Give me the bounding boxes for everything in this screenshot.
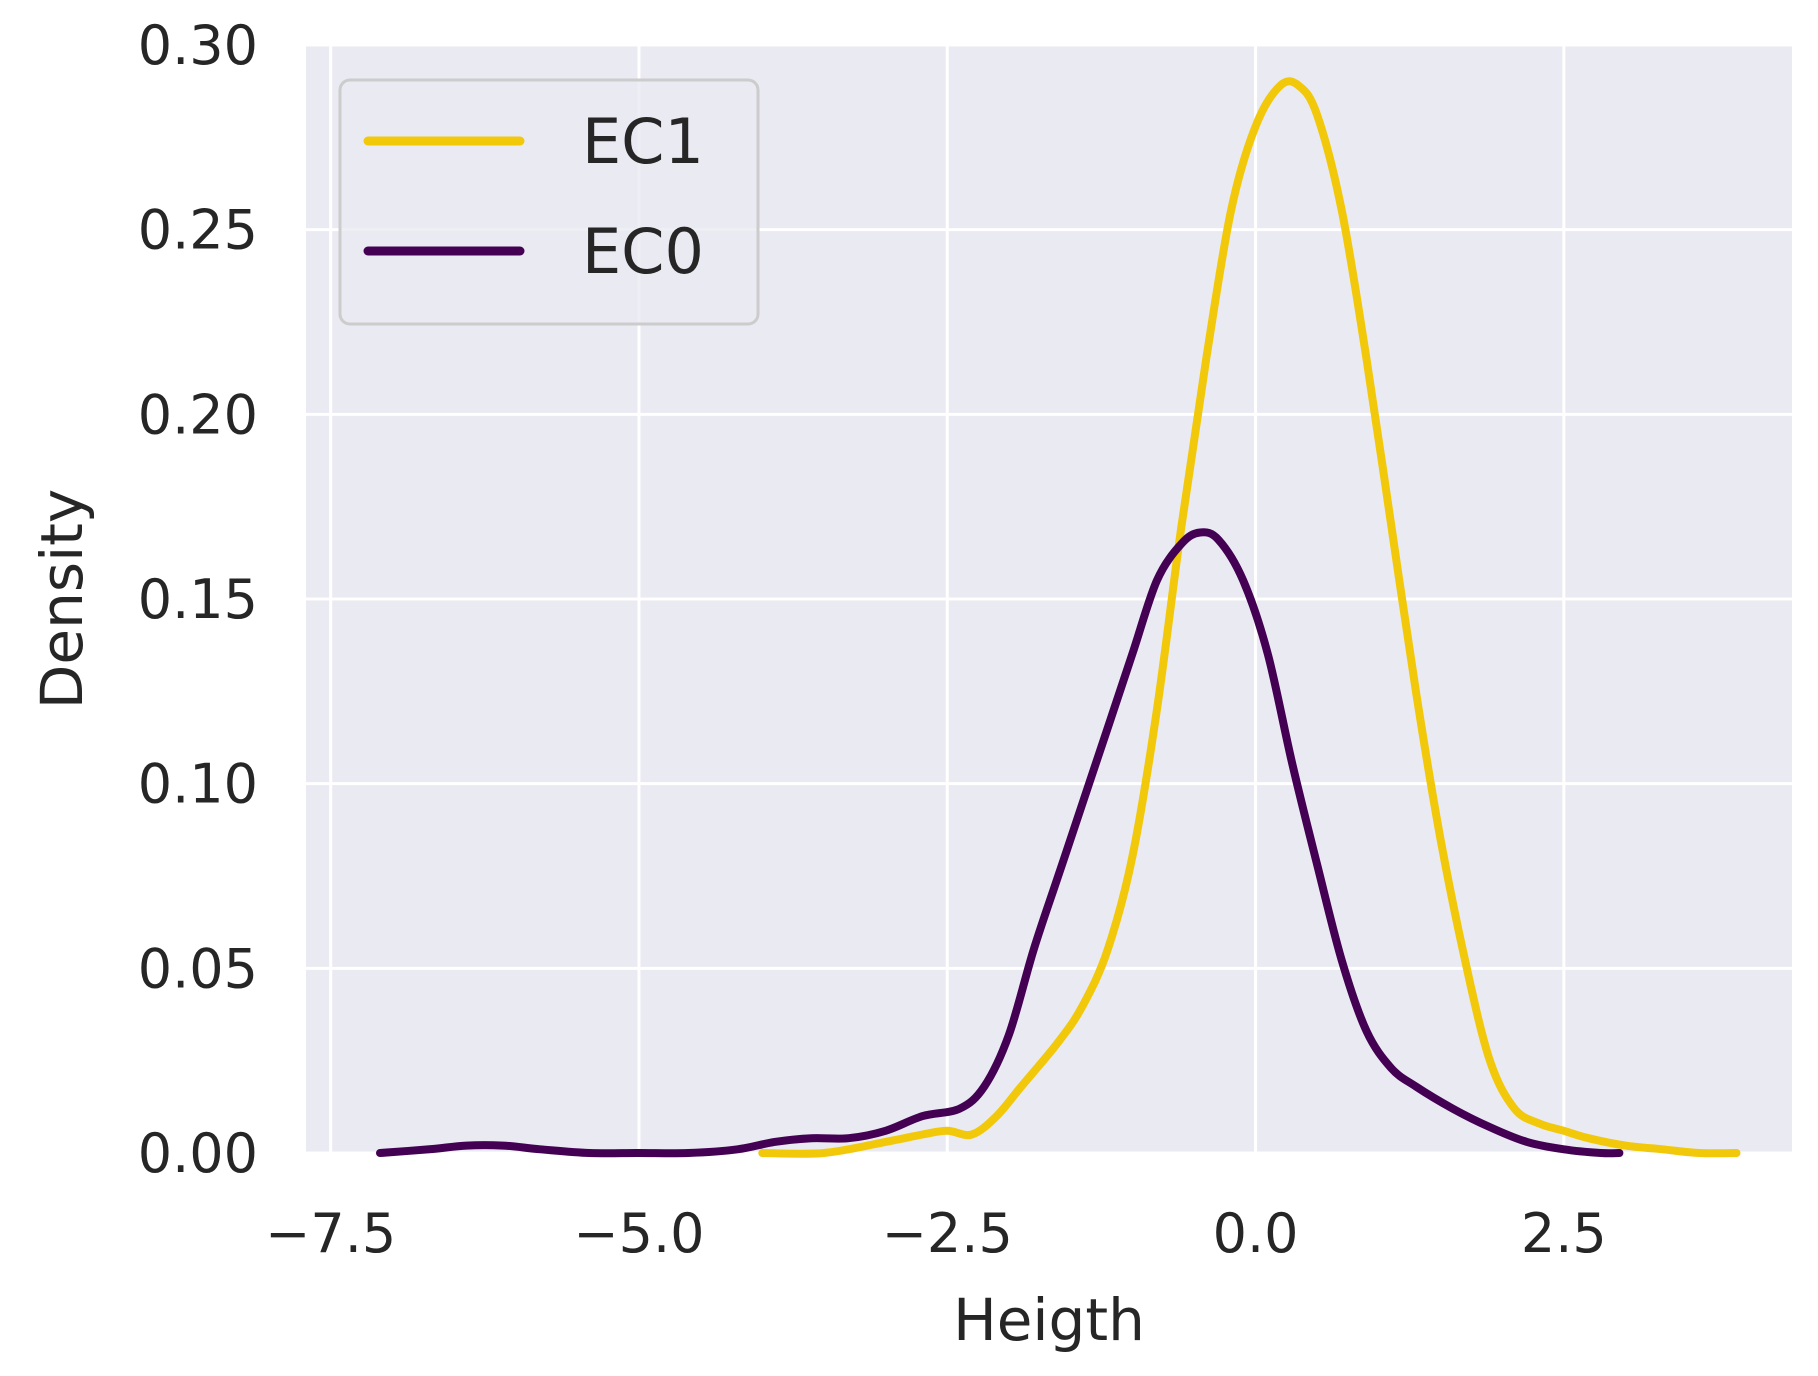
y-tick-labels: 0.00 0.05 0.10 0.15 0.20 0.25 0.30: [138, 14, 258, 1185]
y-tick-label: 0.10: [138, 753, 258, 816]
x-tick-label: −7.5: [265, 1202, 396, 1265]
x-tick-labels: −7.5 −5.0 −2.5 0.0 2.5: [265, 1202, 1607, 1265]
y-tick-label: 0.25: [138, 199, 258, 262]
x-tick-label: −2.5: [882, 1202, 1013, 1265]
y-tick-label: 0.20: [138, 383, 258, 446]
y-tick-label: 0.15: [138, 568, 258, 631]
legend-label-ec1: EC1: [582, 105, 704, 178]
grid-lines: [306, 43, 1792, 1155]
x-tick-label: 0.0: [1213, 1202, 1299, 1265]
x-tick-label: −5.0: [573, 1202, 704, 1265]
y-tick-label: 0.05: [138, 937, 258, 1000]
legend: EC1 EC0: [338, 78, 760, 326]
x-tick-label: 2.5: [1521, 1202, 1607, 1265]
x-axis-title: Heigth: [953, 1286, 1145, 1354]
y-tick-label: 0.30: [138, 14, 258, 77]
y-tick-label: 0.00: [138, 1122, 258, 1185]
series-layer: [376, 77, 1741, 1158]
legend-label-ec0: EC0: [582, 215, 704, 288]
series-line-ec1: [758, 77, 1741, 1158]
series-line-ec0: [376, 528, 1624, 1158]
y-axis-title: Density: [28, 489, 96, 710]
